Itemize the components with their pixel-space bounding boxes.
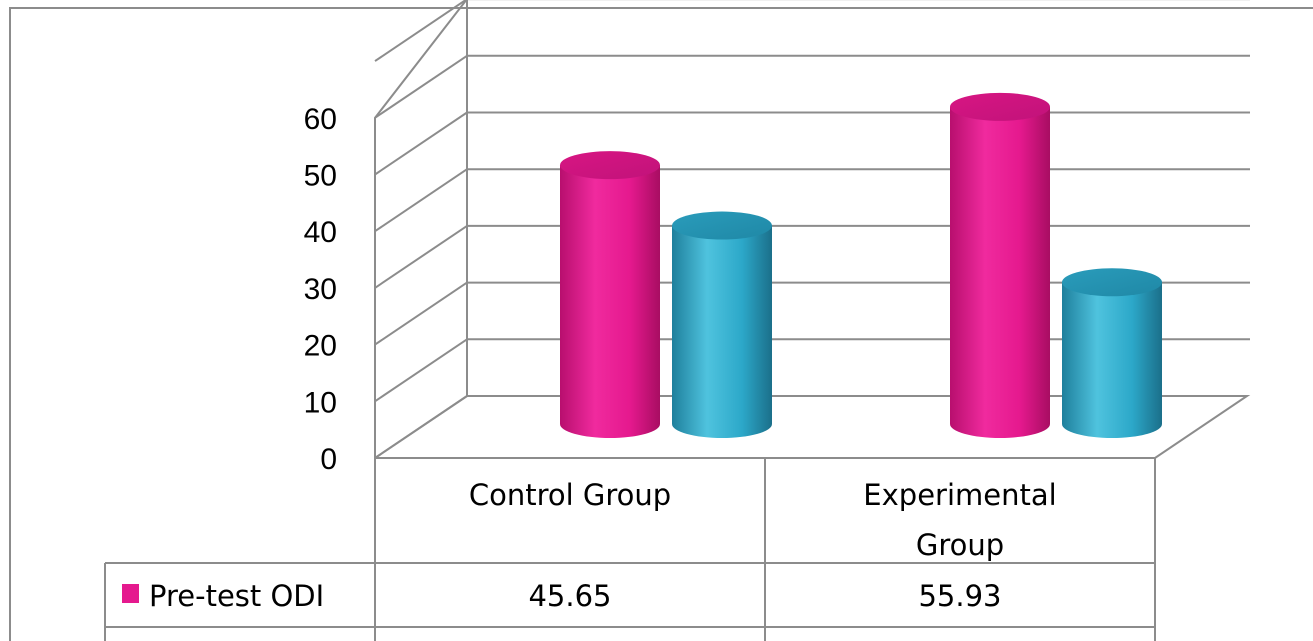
x-category-label: Control Group — [469, 478, 671, 512]
y-tick-label: 0 — [320, 443, 337, 476]
legend-swatch — [122, 584, 139, 603]
x-category-label: Experimental Group — [863, 478, 1056, 562]
y-axis-ticks: 0 10 20 30 40 50 60 — [304, 103, 337, 476]
y-tick-label: 10 — [304, 386, 337, 419]
chart-border — [9, 7, 1313, 641]
side-wall-edge — [374, 0, 468, 458]
y-tick-label: 50 — [304, 160, 337, 193]
gridline-depth — [374, 54, 468, 119]
y-tick-label: 30 — [304, 273, 337, 306]
bar-body — [560, 165, 660, 439]
bar — [672, 211, 772, 438]
y-tick-label: 20 — [304, 330, 337, 363]
bar-top — [1062, 268, 1162, 297]
bar — [560, 151, 660, 439]
bar-top — [560, 151, 660, 180]
legend-label: Pre-test ODI — [149, 579, 324, 613]
table-value: 45.65 — [528, 579, 611, 613]
bar-body — [1062, 282, 1162, 438]
gridline-depth — [374, 0, 468, 62]
gridline-depth — [374, 338, 468, 403]
bar-top — [672, 211, 772, 240]
table-value: 55.93 — [918, 579, 1001, 613]
y-tick-label: 60 — [304, 103, 337, 136]
gridline-depth — [374, 281, 468, 346]
bar — [950, 92, 1050, 439]
y-tick-label: 40 — [304, 216, 337, 249]
gridline-depth — [374, 225, 468, 289]
chart-data-table: Control Group Experimental Group Pre-test O… — [104, 458, 1156, 641]
chart-bars — [560, 92, 1162, 439]
gridline-depth — [374, 111, 468, 176]
bar — [1062, 268, 1162, 438]
bar-body — [950, 106, 1050, 439]
gridline-depth — [374, 168, 468, 233]
bar-body — [672, 225, 772, 438]
gridline-depth — [374, 395, 468, 459]
bar-top — [950, 92, 1050, 121]
